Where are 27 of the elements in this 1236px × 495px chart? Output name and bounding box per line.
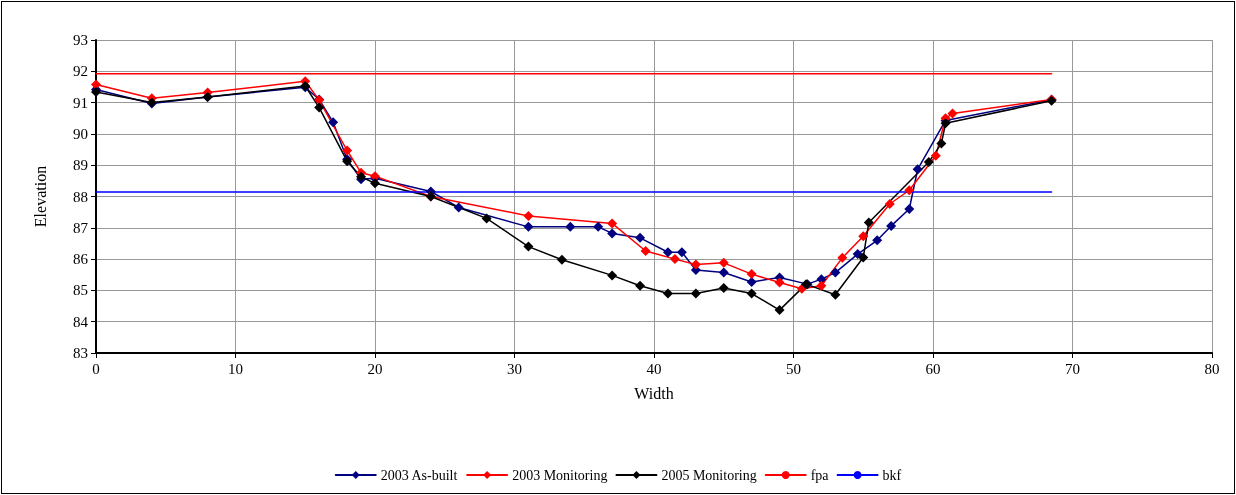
x-tick-label: 30 bbox=[507, 360, 522, 377]
x-tick-label: 80 bbox=[1204, 360, 1220, 377]
y-tick-label: 83 bbox=[73, 345, 88, 361]
legend-label: 2005 Monitoring bbox=[661, 467, 757, 483]
y-tick-label: 84 bbox=[73, 313, 89, 330]
legend-label: fpa bbox=[810, 467, 830, 483]
y-axis-title: Elevation bbox=[31, 165, 49, 228]
y-tick-label: 86 bbox=[73, 251, 89, 268]
legend-label: bkf bbox=[882, 467, 902, 483]
y-tick-label: 91 bbox=[73, 94, 88, 111]
legend-label: 2003 As-built bbox=[380, 467, 458, 483]
y-tick-label: 92 bbox=[73, 63, 88, 80]
y-tick-label: 90 bbox=[73, 125, 88, 142]
y-tick-label: 85 bbox=[73, 282, 88, 299]
x-tick-label: 40 bbox=[646, 360, 662, 377]
x-tick-label: 10 bbox=[228, 360, 243, 377]
y-tick-label: 93 bbox=[73, 32, 88, 48]
x-tick-label: 60 bbox=[925, 360, 941, 377]
x-tick-label: 0 bbox=[92, 360, 100, 377]
x-tick-label: 20 bbox=[367, 360, 383, 377]
legend-label: 2003 Monitoring bbox=[512, 467, 608, 483]
y-tick-label: 87 bbox=[73, 219, 89, 236]
x-tick-label: 70 bbox=[1065, 360, 1080, 377]
x-tick-label: 50 bbox=[786, 360, 801, 377]
y-tick-label: 88 bbox=[73, 188, 88, 205]
y-tick-label: 89 bbox=[73, 157, 88, 174]
x-axis-title: Width bbox=[634, 384, 674, 402]
